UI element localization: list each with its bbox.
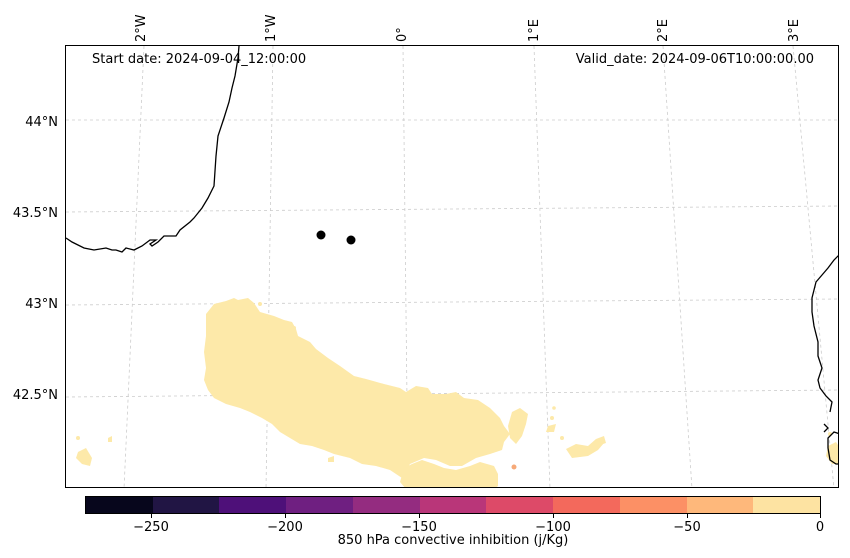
colorbar-tick [151,514,152,518]
colorbar-segment [352,497,420,513]
colorbar-tick [285,514,286,518]
colorbar-tick-label: −100 [535,520,571,535]
map-canvas [66,46,838,487]
colorbar-tick-label: −250 [133,520,169,535]
lon-label-3e: 3°E [787,19,802,42]
colorbar-segment [753,497,821,513]
cin-field-speck-4 [552,406,556,410]
cin-field-speck-6 [258,302,262,306]
colorbar-segment [286,497,353,513]
colorbar-tick-label: 0 [815,520,825,535]
colorbar-segment [686,497,754,513]
gridline-lon-1e [533,46,551,487]
coastline-mediterranean [811,255,838,413]
lat-label-44: 44°N [25,115,58,130]
gridline-lat-43-5 [66,205,838,213]
cin-field-patch-east [566,439,604,458]
cin-field-speck-5 [292,326,296,330]
colorbar-segment [486,497,554,513]
gridline-lon-2e [662,46,693,487]
colorbar-tick-label: −150 [401,520,437,535]
station-marker [346,235,356,245]
lat-label-42-5: 42.5°N [12,388,58,403]
cin-field [76,298,838,487]
colorbar-tick [419,514,420,518]
coastline-cape [827,431,838,465]
start-date-label: Start date: 2024-09-04_12:00:00 [92,52,307,67]
cin-field-main [204,298,510,478]
cin-field-patch-small-3 [328,456,334,462]
lon-label-0: 0° [395,27,410,42]
colorbar-tick [553,514,554,518]
colorbar-segment [553,497,620,513]
lon-label-2w: 2°W [134,14,149,42]
cin-field-patch-coast [826,442,838,464]
cin-field-speck-3 [560,436,564,440]
gridline-lat-43 [66,298,838,306]
colorbar-segment [419,497,487,513]
colorbar-tick [687,514,688,518]
cin-field-patch-far-east [596,436,606,445]
colorbar-segment [152,497,220,513]
station-markers [316,230,356,245]
cin-field-highlight [511,464,517,470]
cin-field-speck-1 [76,436,80,440]
cin-field-patch-right [508,408,528,444]
gridline-lon-3e [792,46,835,487]
cin-field-south [400,460,498,487]
lat-label-43: 43°N [25,297,58,312]
colorbar [85,496,821,514]
colorbar-segment [219,497,287,513]
colorbar-segment [86,497,153,513]
station-marker [316,230,326,240]
colorbar-segment [619,497,687,513]
colorbar-tick [820,514,821,518]
colorbar-tick-label: −50 [673,520,701,535]
lon-label-1e: 1°E [527,19,542,42]
coastline-biscay [66,46,240,253]
valid-date-label: Valid_date: 2024-09-06T10:00:00.00 [575,52,814,67]
colorbar-tick-label: −200 [267,520,303,535]
gridlines [66,46,838,487]
cin-field-speck-2 [550,416,554,420]
lon-label-2e: 2°E [656,19,671,42]
coastline-islet [823,423,829,433]
lon-label-1w: 1°W [264,14,279,42]
cin-field-patch-west [76,448,92,466]
cin-field-patch-small-1 [546,424,556,432]
gridline-lon-2w [123,46,145,487]
cin-field-patch-small-2 [108,436,112,442]
colorbar-title: 850 hPa convective inhibition (j/Kg) [337,533,569,548]
coastline [66,46,838,465]
map-frame [65,45,839,488]
lat-label-43-5: 43.5°N [12,206,58,221]
